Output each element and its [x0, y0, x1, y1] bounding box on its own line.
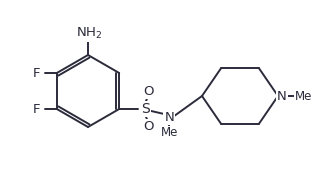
Text: Me: Me	[295, 90, 313, 103]
Text: F: F	[33, 103, 41, 116]
Text: NH$_2$: NH$_2$	[76, 25, 102, 40]
Text: O: O	[143, 121, 153, 134]
Text: F: F	[33, 66, 41, 79]
Text: O: O	[143, 84, 153, 97]
Text: S: S	[141, 102, 149, 116]
Text: N: N	[164, 111, 174, 124]
Text: Me: Me	[160, 126, 178, 139]
Text: N: N	[277, 90, 287, 103]
